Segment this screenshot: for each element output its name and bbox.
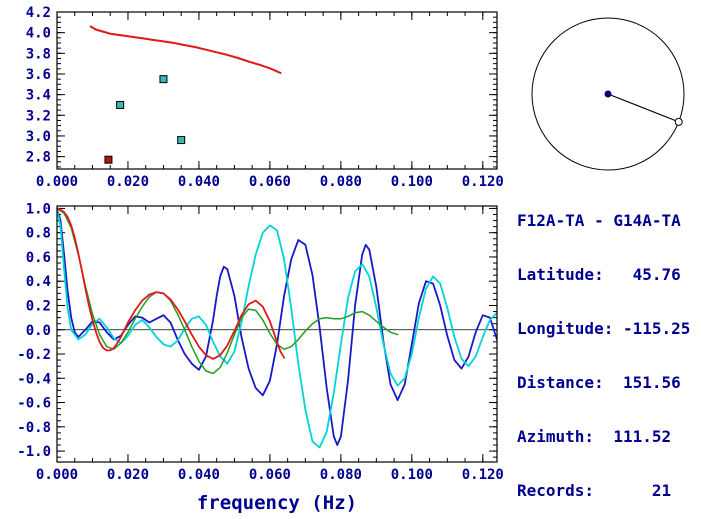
x-tick-label: 0.040 bbox=[178, 467, 220, 483]
longitude-line: Longitude: -115.25 bbox=[517, 319, 691, 338]
x-tick-label: 0.100 bbox=[391, 467, 433, 483]
azimuth-dial bbox=[531, 17, 685, 171]
blue-series bbox=[57, 207, 497, 446]
spectra-chart[interactable]: 0.000 0.020 0.040 0.060 0.080 0.100 0.120 -1.0 -… bbox=[0, 200, 505, 519]
dial-center-dot bbox=[604, 90, 612, 98]
y-tick-label: 2.8 bbox=[26, 150, 51, 166]
y-tick-label: -0.2 bbox=[17, 347, 51, 363]
latitude-line: Latitude: 45.76 bbox=[517, 265, 681, 284]
x-axis-label: frequency (Hz) bbox=[197, 492, 357, 514]
x-tick-label: 0.100 bbox=[391, 174, 433, 190]
plot-frame bbox=[56, 11, 498, 170]
green-series bbox=[57, 207, 399, 375]
x-tick-label: 0.120 bbox=[462, 467, 504, 483]
records-line: Records: 21 bbox=[517, 481, 672, 500]
x-tick-label: 0.040 bbox=[178, 174, 220, 190]
y-tick-label: 3.2 bbox=[26, 108, 51, 124]
x-tick-label: 0.020 bbox=[107, 467, 149, 483]
x-tick-label: 0.000 bbox=[36, 174, 78, 190]
y-tick-label: 4.2 bbox=[26, 5, 51, 21]
x-tick-label: 0.080 bbox=[320, 174, 362, 190]
series-group bbox=[89, 25, 282, 74]
y-tick-label: -0.6 bbox=[17, 396, 51, 412]
y-tick-label: 0.8 bbox=[26, 226, 51, 242]
y-tick-label: 3.0 bbox=[26, 129, 51, 145]
y-tick-label: -0.4 bbox=[17, 371, 51, 387]
azimuth-pointer-line bbox=[607, 93, 679, 123]
y-tick-label: 3.6 bbox=[26, 67, 51, 83]
x-tick-label: 0.060 bbox=[249, 174, 291, 190]
cyan-series bbox=[57, 207, 497, 449]
station-pair-title: F12A-TA - G14A-TA bbox=[517, 211, 681, 230]
y-tick-label: 0.0 bbox=[26, 323, 51, 339]
x-tick-label: 0.080 bbox=[320, 467, 362, 483]
y-tick-label: 3.4 bbox=[26, 88, 51, 104]
y-tick-label: 0.4 bbox=[26, 274, 51, 290]
y-tick-label: 3.8 bbox=[26, 46, 51, 62]
x-tick-label: 0.000 bbox=[36, 467, 78, 483]
red-series bbox=[57, 207, 286, 360]
station-pair-info: F12A-TA - G14A-TA Latitude: 45.76 Longit… bbox=[517, 176, 690, 518]
y-tick-label: 4.0 bbox=[26, 26, 51, 42]
azimuth-line: Azimuth: 111.52 bbox=[517, 427, 672, 446]
azimuth-endpoint-marker bbox=[674, 117, 683, 126]
series-group bbox=[57, 207, 497, 449]
picked-point-marker[interactable] bbox=[104, 155, 113, 164]
x-tick-label: 0.020 bbox=[107, 174, 149, 190]
y-tick-label: 0.6 bbox=[26, 250, 51, 266]
y-tick-label: -1.0 bbox=[17, 444, 51, 460]
group-velocity-curve bbox=[89, 25, 282, 74]
x-tick-label: 0.120 bbox=[462, 174, 504, 190]
plot-frame bbox=[56, 205, 498, 463]
picked-point-marker[interactable] bbox=[177, 136, 186, 145]
dial-circle bbox=[531, 17, 685, 171]
distance-line: Distance: 151.56 bbox=[517, 373, 681, 392]
picked-point-marker[interactable] bbox=[159, 75, 168, 84]
y-tick-label: -0.8 bbox=[17, 420, 51, 436]
y-tick-label: 1.0 bbox=[26, 201, 51, 217]
x-tick-label: 0.060 bbox=[249, 467, 291, 483]
dispersion-chart[interactable]: 0.000 0.020 0.040 0.060 0.080 0.100 0.120 2.8 3.… bbox=[0, 0, 505, 200]
picked-point-marker[interactable] bbox=[116, 100, 125, 109]
y-tick-label: 0.2 bbox=[26, 298, 51, 314]
